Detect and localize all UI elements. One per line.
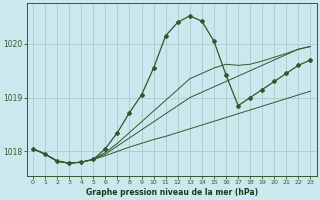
X-axis label: Graphe pression niveau de la mer (hPa): Graphe pression niveau de la mer (hPa) bbox=[86, 188, 258, 197]
